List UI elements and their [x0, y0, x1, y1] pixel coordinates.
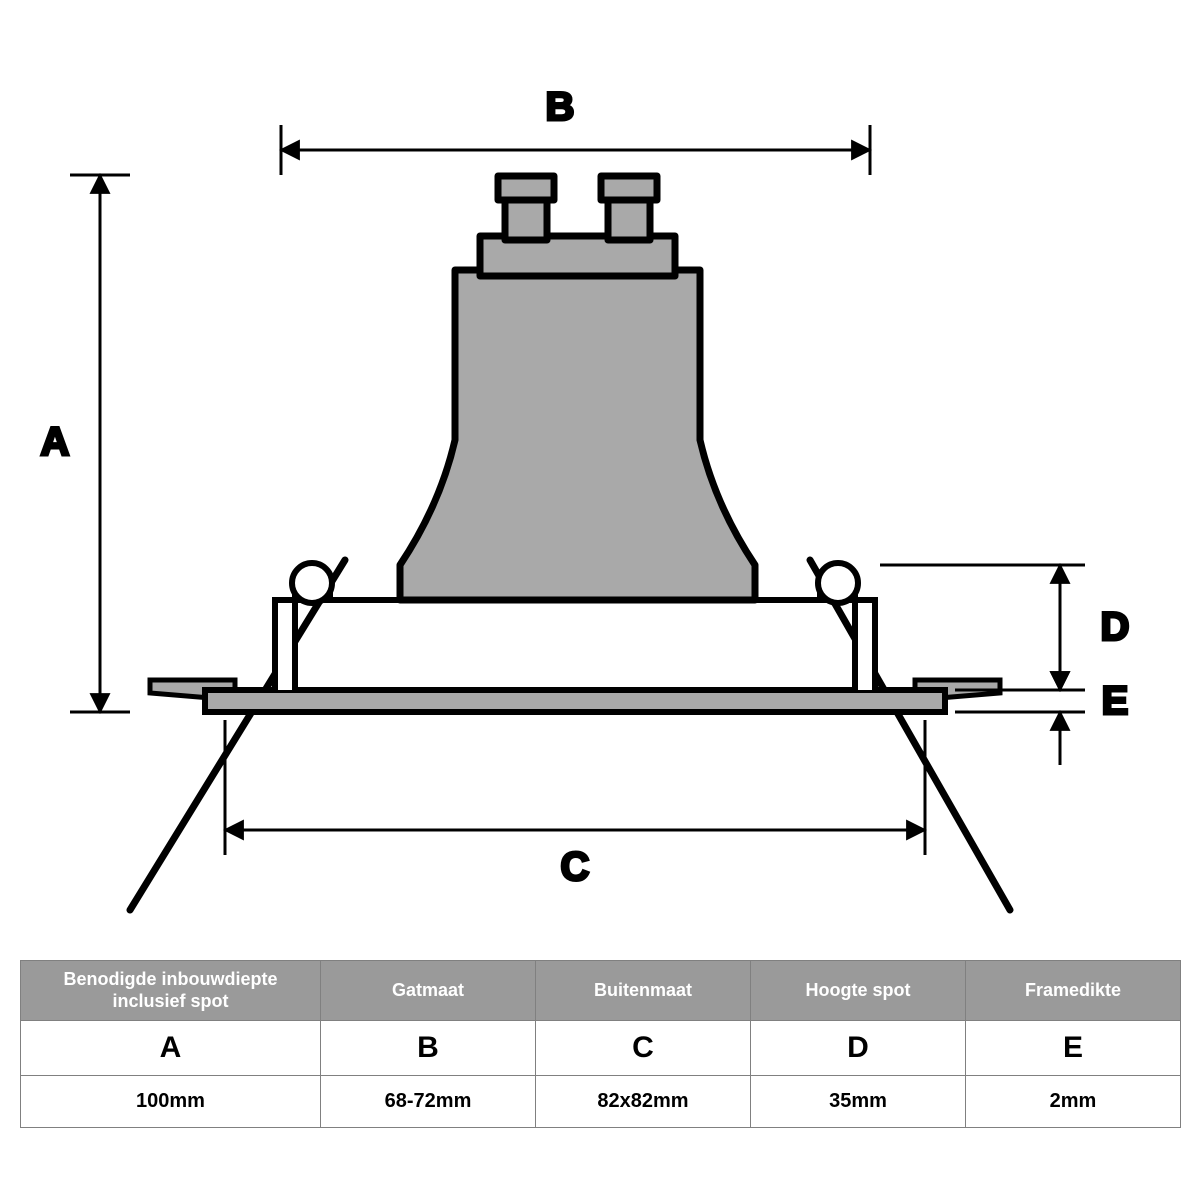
col-value: 82x82mm [536, 1076, 751, 1128]
dim-label-E: E [1102, 679, 1129, 723]
col-letter: D [751, 1021, 966, 1076]
col-value: 68-72mm [321, 1076, 536, 1128]
frame-plate [205, 690, 945, 712]
col-value: 2mm [966, 1076, 1181, 1128]
spec-value-row: 100mm 68-72mm 82x82mm 35mm 2mm [21, 1076, 1181, 1128]
spotlight-diagram: B A C D E [0, 0, 1200, 960]
dim-label-D: D [1101, 605, 1130, 649]
col-letter: E [966, 1021, 1181, 1076]
dim-label-C: C [561, 845, 590, 889]
spec-letter-row: A B C D E [21, 1021, 1181, 1076]
col-value: 35mm [751, 1076, 966, 1128]
dim-label-A: A [41, 420, 70, 464]
page: B A C D E [0, 0, 1200, 1200]
col-header: Gatmaat [321, 961, 536, 1021]
col-header: Framedikte [966, 961, 1181, 1021]
col-header: Benodigde inbouwdiepte inclusief spot [21, 961, 321, 1021]
col-header: Buitenmaat [536, 961, 751, 1021]
col-letter: B [321, 1021, 536, 1076]
spec-table: Benodigde inbouwdiepte inclusief spot Ga… [20, 960, 1181, 1128]
col-letter: A [21, 1021, 321, 1076]
spec-header-row: Benodigde inbouwdiepte inclusief spot Ga… [21, 961, 1181, 1021]
col-letter: C [536, 1021, 751, 1076]
gu10-bulb [400, 176, 755, 600]
col-header: Hoogte spot [751, 961, 966, 1021]
col-value: 100mm [21, 1076, 321, 1128]
dim-label-B: B [546, 85, 575, 129]
